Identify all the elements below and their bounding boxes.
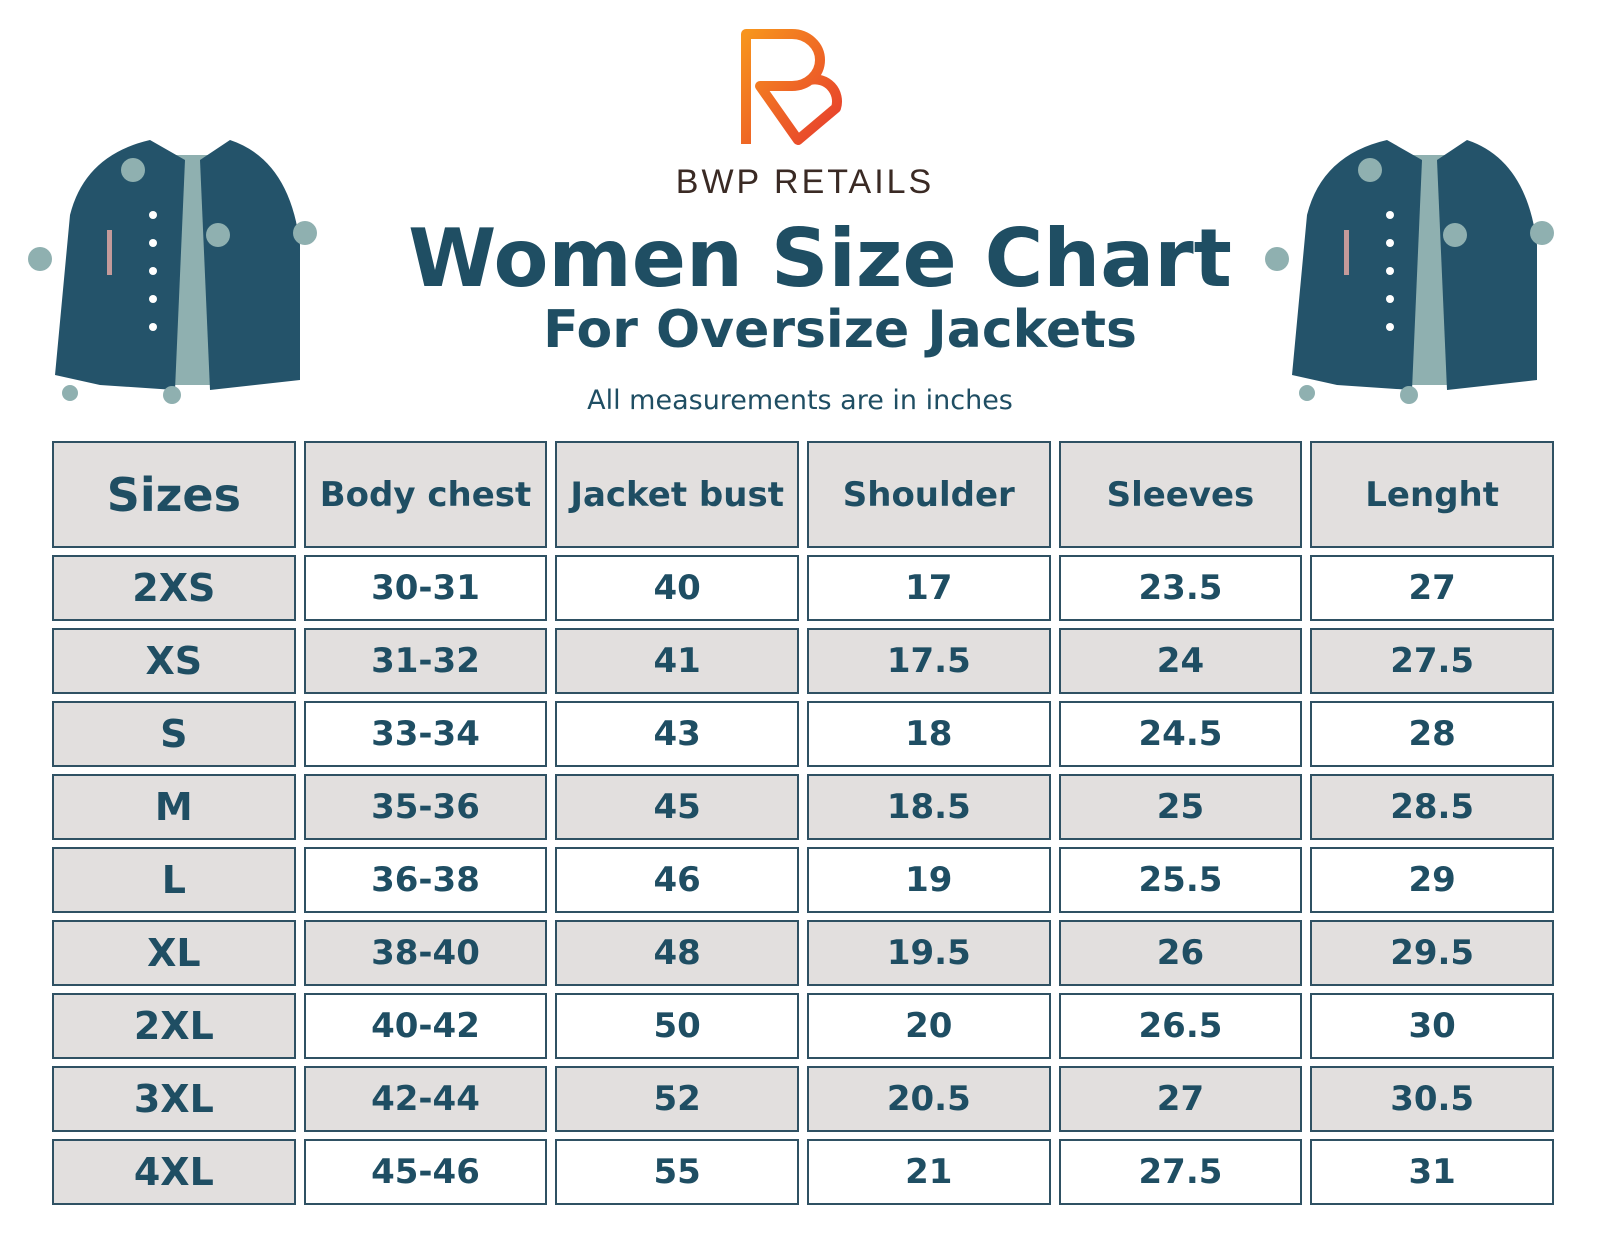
measure-cell: 29.5 (1310, 920, 1554, 986)
measure-cell: 33-34 (303, 701, 548, 767)
measure-cell: 43 (555, 701, 799, 767)
size-cell: 2XL (52, 993, 296, 1059)
table-row: L 36-38 46 19 25.5 29 (52, 847, 1554, 913)
header-cell: Sleeves (1058, 441, 1303, 548)
size-cell: XS (52, 628, 296, 694)
measure-cell: 24 (1058, 628, 1303, 694)
measure-cell: 17 (806, 555, 1051, 621)
table-row: 2XS 30-31 40 17 23.5 27 (52, 555, 1554, 621)
measure-cell: 45-46 (303, 1139, 548, 1205)
measure-cell: 55 (555, 1139, 799, 1205)
size-table: Sizes Body chest Jacket bust Shoulder Sleeve… (44, 434, 1562, 1212)
measure-cell: 27.5 (1310, 628, 1554, 694)
header-cell: Jacket bust (555, 441, 799, 548)
measure-cell: 50 (555, 993, 799, 1059)
measure-cell: 26 (1058, 920, 1303, 986)
measure-cell: 18.5 (806, 774, 1051, 840)
measure-cell: 46 (555, 847, 799, 913)
measure-cell: 20 (806, 993, 1051, 1059)
size-cell: 2XS (52, 555, 296, 621)
measure-cell: 30 (1310, 993, 1554, 1059)
measure-cell: 42-44 (303, 1066, 548, 1132)
measure-cell: 41 (555, 628, 799, 694)
measure-cell: 40 (555, 555, 799, 621)
measure-cell: 28.5 (1310, 774, 1554, 840)
measure-cell: 18 (806, 701, 1051, 767)
jacket-illustration (1265, 140, 1554, 404)
measure-cell: 29 (1310, 847, 1554, 913)
logo (741, 29, 842, 145)
measure-cell: 19 (806, 847, 1051, 913)
size-cell: M (52, 774, 296, 840)
measure-cell: 31 (1310, 1139, 1554, 1205)
measure-cell: 19.5 (806, 920, 1051, 986)
measure-cell: 21 (806, 1139, 1051, 1205)
measure-cell: 30.5 (1310, 1066, 1554, 1132)
measure-cell: 28 (1310, 701, 1554, 767)
header-row: Sizes Body chest Jacket bust Shoulder Sleeve… (52, 441, 1554, 548)
size-cell: 3XL (52, 1066, 296, 1132)
measure-cell: 27 (1310, 555, 1554, 621)
table-row: 4XL 45-46 55 21 27.5 31 (52, 1139, 1554, 1205)
measure-cell: 20.5 (806, 1066, 1051, 1132)
title: Women Size Chart (408, 212, 1232, 305)
table-row: S 33-34 43 18 24.5 28 (52, 701, 1554, 767)
measure-cell: 38-40 (303, 920, 548, 986)
measure-cell: 35-36 (303, 774, 548, 840)
table-row: 2XL 40-42 50 20 26.5 30 (52, 993, 1554, 1059)
header-cell: Body chest (303, 441, 548, 548)
size-cell: 4XL (52, 1139, 296, 1205)
size-cell: XL (52, 920, 296, 986)
header-cell: Lenght (1310, 441, 1554, 548)
measure-cell: 27.5 (1058, 1139, 1303, 1205)
measure-cell: 25.5 (1058, 847, 1303, 913)
measure-cell: 45 (555, 774, 799, 840)
size-cell: S (52, 701, 296, 767)
size-cell: L (52, 847, 296, 913)
measure-cell: 27 (1058, 1066, 1303, 1132)
table-row: XL 38-40 48 19.5 26 29.5 (52, 920, 1554, 986)
measure-cell: 17.5 (806, 628, 1051, 694)
measure-cell: 25 (1058, 774, 1303, 840)
measure-cell: 24.5 (1058, 701, 1303, 767)
table-row: M 35-36 45 18.5 25 28.5 (52, 774, 1554, 840)
measure-cell: 31-32 (303, 628, 548, 694)
header-cell: Sizes (52, 441, 296, 548)
table-row: XS 31-32 41 17.5 24 27.5 (52, 628, 1554, 694)
measure-cell: 36-38 (303, 847, 548, 913)
subtitle: For Oversize Jackets (543, 300, 1137, 360)
measure-cell: 40-42 (303, 993, 548, 1059)
measure-cell: 23.5 (1058, 555, 1303, 621)
measure-cell: 48 (555, 920, 799, 986)
measure-cell: 52 (555, 1066, 799, 1132)
measure-cell: 26.5 (1058, 993, 1303, 1059)
brand-name: BWP RETAILS (675, 163, 935, 201)
jacket-illustration (28, 140, 317, 404)
measure-cell: 30-31 (303, 555, 548, 621)
header-cell: Shoulder (806, 441, 1051, 548)
note: All measurements are in inches (587, 385, 1013, 416)
table-row: 3XL 42-44 52 20.5 27 30.5 (52, 1066, 1554, 1132)
